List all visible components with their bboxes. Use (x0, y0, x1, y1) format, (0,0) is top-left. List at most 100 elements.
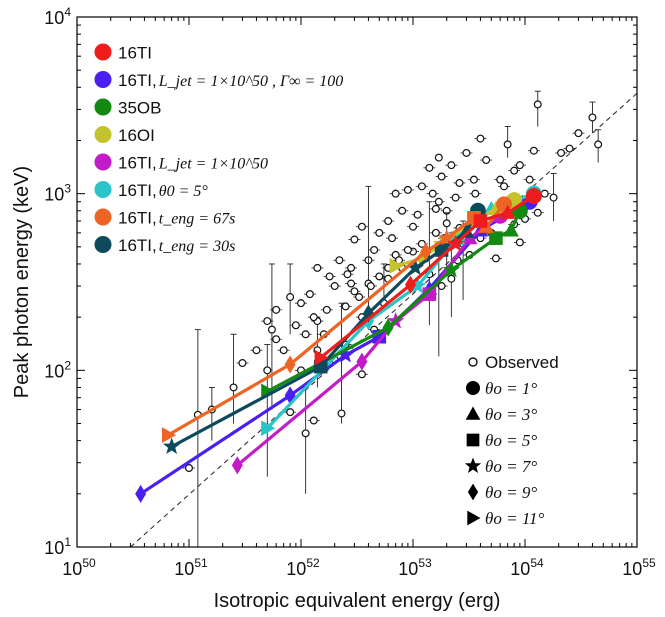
observed-point (335, 256, 344, 265)
legend-marker-shape (467, 510, 481, 526)
series-point-star (162, 437, 181, 454)
legend-entry-s16TI_L: 16TI, L_jet = 1×10^50 (94, 153, 268, 173)
legend-marker-label: θo = 7° (485, 457, 537, 476)
legend-label: 16TI, (118, 236, 157, 255)
observed-point (341, 302, 350, 311)
observed-point (469, 175, 478, 184)
observed-point (431, 204, 440, 213)
observed-point (515, 161, 524, 170)
observed-point (500, 182, 509, 191)
observed-point (330, 282, 339, 291)
series-point-star (438, 229, 456, 246)
legend-label: 16TI, (118, 71, 157, 90)
observed-point (347, 263, 356, 272)
legend-label: 16TI, (118, 209, 157, 228)
legend-marker-label: θo = 3° (485, 405, 537, 424)
observed-point (496, 175, 505, 184)
legend-math: L_jet = 1×10^50 (158, 156, 268, 173)
observed-point (272, 335, 281, 344)
x-axis-label: Isotropic equivalent energy (erg) (214, 590, 501, 612)
legend-entry-s16TI: 16TI (94, 43, 152, 63)
observed-point (437, 282, 446, 291)
observed-point (263, 366, 272, 375)
legend-swatch (94, 71, 112, 88)
observed-point (297, 299, 306, 308)
legend-label: 35OB (118, 99, 161, 118)
legend-marker-diamond: θo = 9° (467, 483, 537, 502)
series-point-star (442, 260, 461, 278)
legend-swatch (94, 208, 112, 226)
legend-marker-shape (466, 433, 480, 447)
observed-point (229, 383, 238, 392)
observed-point (252, 346, 261, 355)
legend-entry-s16TI_t30: 16TI, t_eng = 30s (94, 236, 235, 255)
observed-point (409, 222, 418, 231)
observed-point (529, 146, 538, 155)
series-s16TI (314, 188, 542, 366)
legend-marker-circle: θo = 1° (466, 379, 537, 398)
legend-entry-s16TI_L100: 16TI, L_jet = 1×10^50 , Γ∞ = 100 (94, 71, 344, 90)
legend-marker-shape (464, 457, 482, 473)
observed-point (384, 217, 393, 226)
legend-math: L_jet = 1×10^50 , Γ∞ = 100 (158, 73, 344, 90)
legend-marker-label: θo = 1° (485, 379, 537, 398)
observed-point (309, 416, 318, 425)
observed-point (343, 270, 352, 279)
legend-marker-label: θo = 9° (485, 483, 537, 502)
observed-point (322, 305, 331, 314)
legend-label: 16OI (118, 126, 155, 145)
observed-point (357, 222, 366, 231)
observed-point (533, 208, 542, 217)
legend-series: 16TI 16TI, L_jet = 1×10^50 , Γ∞ = 100 35OB… (94, 43, 344, 255)
legend-marker-shape (466, 381, 480, 395)
observed-point (313, 263, 322, 272)
legend-markers: Observed θo = 1° θo = 3° θo = 5° θo = 7° θo =… (464, 353, 559, 528)
observed-point (574, 129, 583, 138)
legend-observed: Observed (468, 353, 559, 372)
observed-point (350, 287, 359, 296)
observed-point (565, 144, 574, 153)
observed-point (437, 172, 446, 181)
observed-points-group (183, 90, 603, 547)
series-s16TI_t30 (162, 202, 486, 454)
series-point-diamond (231, 456, 243, 475)
legend-swatch (94, 126, 112, 143)
observed-point (403, 185, 412, 194)
series-point-circle (525, 188, 542, 205)
observed-point (398, 206, 407, 215)
observed-point (428, 189, 437, 198)
legend-marker-square: θo = 5° (466, 431, 537, 450)
legend-entry-s35OB: 35OB (94, 98, 161, 118)
observed-point (434, 153, 443, 162)
observed-point (301, 429, 310, 438)
observed-point (447, 161, 456, 170)
series-point-diamond (356, 352, 368, 371)
observed-point (370, 245, 379, 254)
observed-point (525, 175, 534, 184)
legend-marker-shape (467, 483, 479, 501)
observed-point (540, 189, 549, 198)
observed-point (510, 166, 519, 175)
observed-point (471, 189, 480, 198)
observed-point (549, 193, 558, 202)
series-point-diamond (284, 355, 296, 374)
legend-math: θ0 = 5° (159, 183, 209, 200)
series-point-diamond (135, 484, 147, 503)
series-point-triangle (499, 204, 516, 219)
legend-swatch (94, 181, 112, 198)
observed-point (515, 238, 524, 247)
observed-point (557, 148, 566, 157)
observed-point (491, 254, 500, 263)
observed-point (375, 228, 384, 237)
series-point-diamond (382, 318, 394, 337)
legend-swatch (94, 236, 112, 253)
observed-point (357, 370, 366, 379)
observed-point (263, 317, 272, 326)
legend-marker-triangle: θo = 3° (465, 405, 537, 424)
observed-point (476, 134, 485, 143)
observed-point (431, 228, 440, 237)
observed-point (442, 219, 451, 228)
series-point-diamond (405, 275, 416, 294)
